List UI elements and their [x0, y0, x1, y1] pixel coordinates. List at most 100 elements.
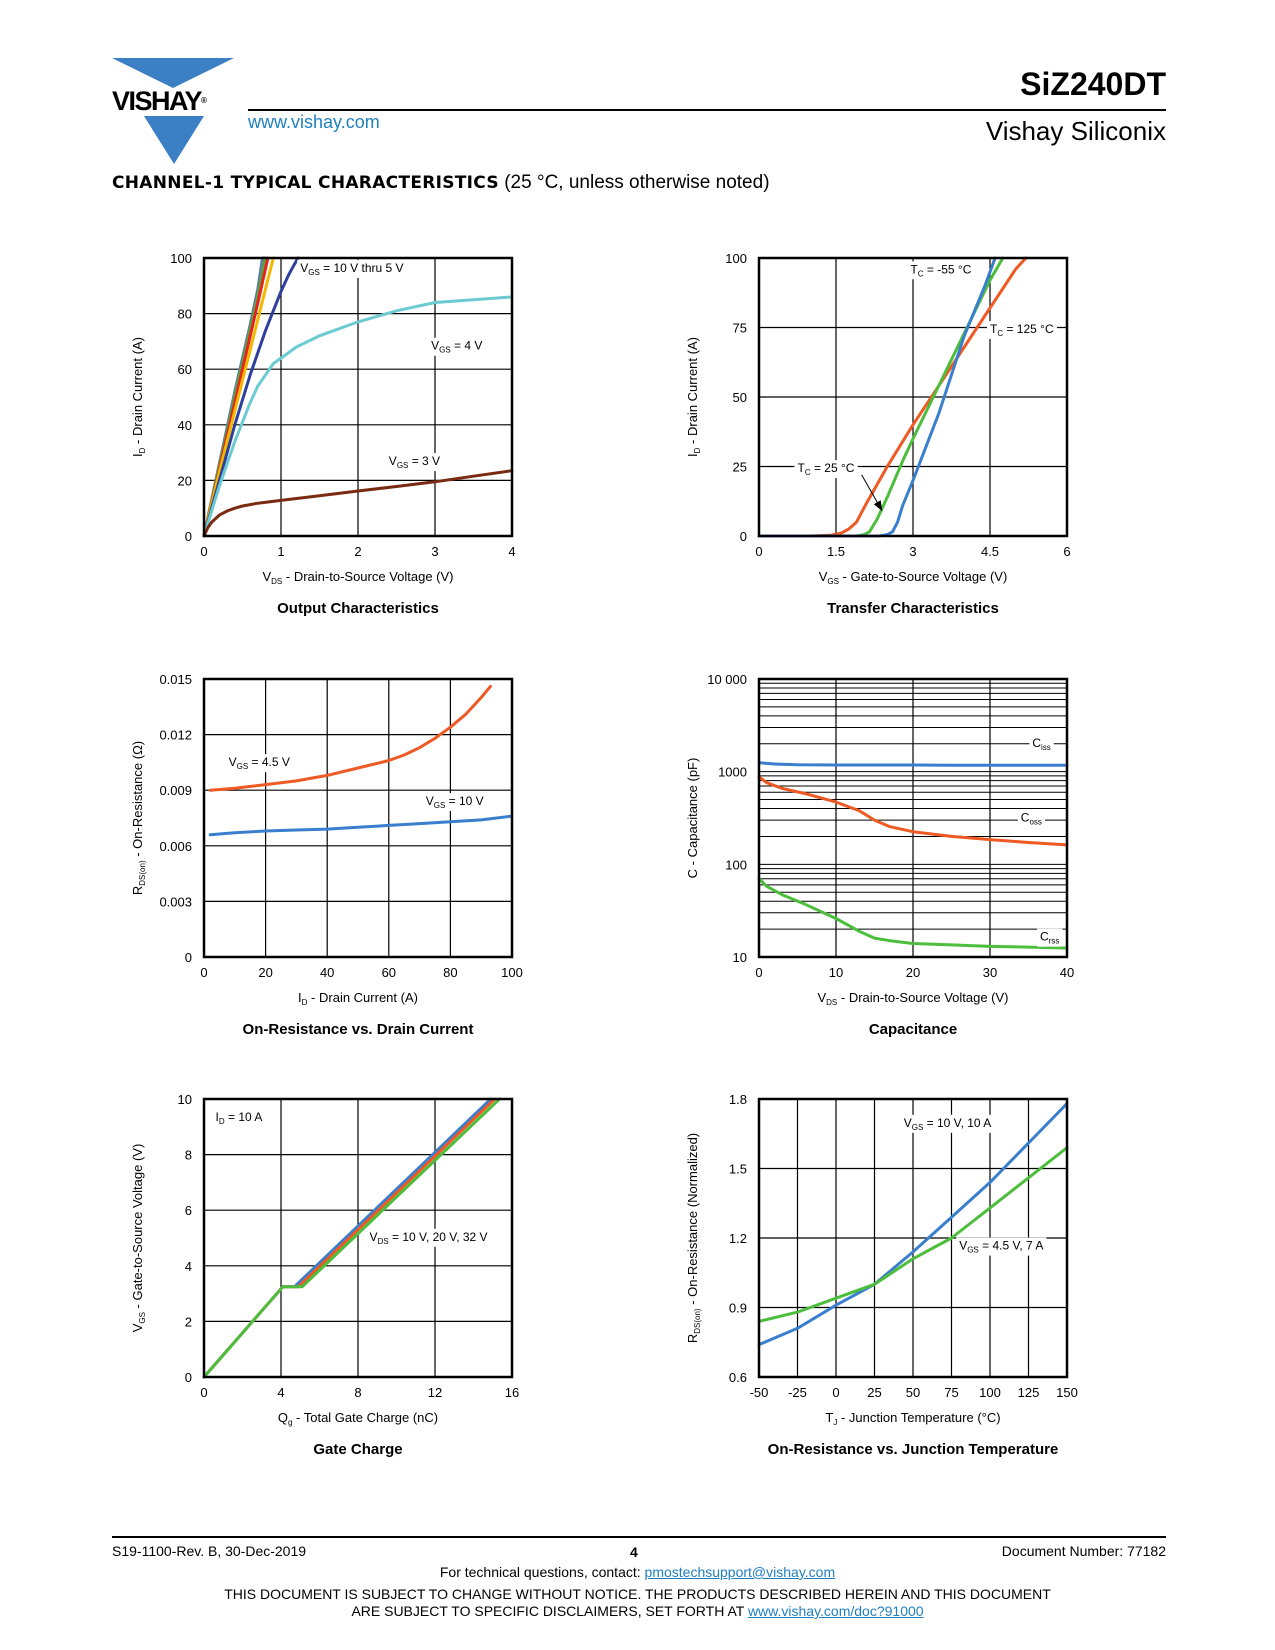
series-line — [757, 1146, 1069, 1323]
series-line — [202, 256, 300, 538]
x-tick-label: 12 — [428, 1385, 442, 1400]
series-line — [202, 256, 275, 538]
gridlines — [203, 678, 513, 958]
annotation-bg — [794, 460, 858, 479]
y-tick-label: 0 — [185, 950, 192, 965]
y-tick-label: 0.9 — [729, 1301, 747, 1316]
x-tick-label: 50 — [906, 1385, 920, 1400]
annotation-bg — [1037, 928, 1063, 947]
logo-triangle-top-icon — [112, 58, 234, 88]
x-tick-label: 0 — [755, 544, 762, 559]
x-tick-label: 0 — [755, 965, 762, 980]
x-tick-label: 4.5 — [981, 544, 999, 559]
x-tick-label: -50 — [750, 1385, 769, 1400]
disclaimer-link[interactable]: www.vishay.com/doc?91000 — [747, 1603, 924, 1619]
chart-title: Gate Charge — [313, 1441, 402, 1458]
annotation-label: Coss — [1021, 810, 1042, 826]
y-axis-label: RDS(on) - On-Resistance (Normalized) — [685, 1133, 702, 1343]
annotation-bg — [385, 453, 444, 472]
annotation-bg — [956, 1237, 1047, 1256]
annotation-label: VGS = 10 V thru 5 V — [300, 261, 403, 277]
logo-text: VISHAY — [112, 86, 203, 116]
annotation-label: TC = -55 °C — [910, 262, 971, 278]
y-tick-label: 50 — [733, 390, 747, 405]
annotation-label: VGS = 4.5 V — [229, 755, 290, 771]
annotation-label: VGS = 3 V — [389, 454, 440, 470]
annotation-bg — [900, 1114, 995, 1133]
plot-frame — [202, 677, 514, 959]
x-tick-label: 0 — [200, 1385, 207, 1400]
chart-title: Capacitance — [869, 1021, 957, 1038]
annotation-label: Crss — [1040, 930, 1059, 946]
y-tick-label: 0 — [740, 529, 747, 544]
y-tick-label: 100 — [170, 251, 192, 266]
annotation-bg — [366, 1228, 491, 1247]
annotation-bg — [907, 261, 975, 280]
footer-rule — [112, 1536, 1166, 1538]
annotation-bg — [428, 337, 486, 356]
annotation-bg — [422, 793, 487, 812]
chart-output: VGS = 10 V thru 5 V VGS = 4 V VGS = 3 V 0 1 2… — [130, 251, 516, 617]
series-line — [202, 469, 514, 538]
y-tick-label: 75 — [733, 321, 747, 336]
x-tick-label: 80 — [443, 965, 457, 980]
y-tick-label: 0.006 — [159, 839, 192, 854]
x-tick-label: 4 — [508, 544, 515, 559]
y-tick-label: 1.8 — [729, 1092, 747, 1107]
x-tick-label: 2 — [354, 544, 361, 559]
y-tick-label: 0 — [185, 1370, 192, 1385]
y-tick-label: 1.2 — [729, 1231, 747, 1246]
annotation-bg — [1017, 809, 1045, 828]
chart-title: Transfer Characteristics — [827, 600, 999, 617]
x-tick-label: 150 — [1056, 1385, 1078, 1400]
y-axis-label: C - Capacitance (pF) — [685, 758, 700, 879]
x-tick-label: 60 — [382, 965, 396, 980]
y-tick-label: 0.015 — [159, 672, 192, 687]
x-tick-label: 4 — [277, 1385, 284, 1400]
series-line — [208, 814, 514, 837]
y-tick-label: 1000 — [718, 765, 747, 780]
series-line — [757, 1102, 1069, 1347]
annotation-label: VGS = 10 V — [426, 794, 484, 810]
chart-title: Output Characteristics — [277, 600, 439, 617]
series-line — [757, 877, 1069, 950]
document-number: Document Number: 77182 — [1001, 1543, 1166, 1559]
annotation-label: VGS = 4.5 V, 7 A — [959, 1239, 1043, 1255]
y-tick-label: 20 — [178, 473, 192, 488]
chart-transfer: TC = -55 °C TC = 125 °C TC = 25 °C 0 1.5 3 4.5… — [685, 251, 1071, 617]
y-tick-label: 80 — [178, 307, 192, 322]
x-tick-label: 1 — [277, 544, 284, 559]
revision-info: S19-1100-Rev. B, 30-Dec-2019 — [112, 1543, 307, 1559]
y-tick-label: 0.6 — [729, 1370, 747, 1385]
y-tick-label: 0 — [185, 529, 192, 544]
x-axis-label: VDS - Drain-to-Source Voltage (V) — [817, 990, 1008, 1007]
annotation-label: VDS = 10 V, 20 V, 32 V — [370, 1230, 488, 1246]
x-axis-label: VDS - Drain-to-Source Voltage (V) — [262, 569, 453, 586]
y-tick-label: 100 — [725, 251, 747, 266]
y-tick-label: 100 — [725, 857, 747, 872]
x-tick-label: 0 — [200, 965, 207, 980]
section-title-bold: CHANNEL-1 TYPICAL CHARACTERISTICS — [112, 173, 499, 193]
x-tick-label: -25 — [788, 1385, 807, 1400]
disclaimer-line-2: ARE SUBJECT TO SPECIFIC DISCLAIMERS, SET… — [351, 1603, 748, 1619]
annotation-label: Ciss — [1032, 736, 1050, 752]
x-tick-label: 0 — [200, 544, 207, 559]
x-axis-label: ID - Drain Current (A) — [298, 990, 418, 1007]
contact-email-link[interactable]: pmostechsupport@vishay.com — [644, 1564, 836, 1580]
plot-frame — [757, 677, 1069, 959]
x-tick-label: 20 — [258, 965, 272, 980]
y-tick-label: 10 — [178, 1092, 192, 1107]
x-tick-label: 20 — [906, 965, 920, 980]
annotation-label: VGS = 10 V, 10 A — [904, 1116, 992, 1132]
y-tick-label: 25 — [733, 460, 747, 475]
gridlines — [758, 257, 1068, 537]
x-tick-label: 0 — [832, 1385, 839, 1400]
chart-gate-charge: ID = 10 A VDS = 10 V, 20 V, 32 V 0 4 8 12 16 0 2… — [130, 1092, 519, 1458]
contact-line: For technical questions, contact: pmoste… — [0, 1564, 1275, 1580]
website-link[interactable]: www.vishay.com — [248, 112, 380, 132]
y-tick-label: 60 — [178, 362, 192, 377]
y-tick-label: 10 000 — [707, 672, 747, 687]
part-number: SiZ240DT — [1020, 66, 1166, 102]
y-axis-label: RDS(on) - On-Resistance (Ω) — [130, 741, 147, 895]
